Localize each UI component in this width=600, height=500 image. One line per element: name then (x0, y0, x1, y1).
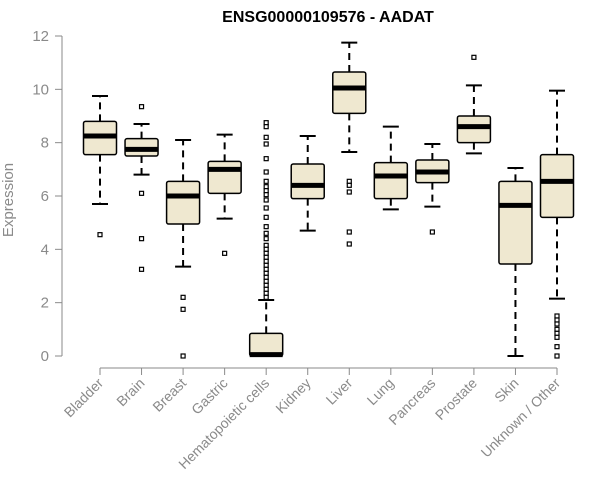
outlier-point (263, 188, 269, 194)
iqr-box (498, 180, 533, 265)
iqr-box (165, 180, 201, 225)
y-tick-label: 4 (41, 241, 49, 258)
box-group (124, 104, 159, 272)
outlier-point (554, 313, 560, 319)
outlier-point (263, 294, 269, 300)
outlier-point (138, 236, 145, 242)
y-axis: 0 2 4 6 8 10 12 (32, 28, 63, 365)
box-group (248, 120, 284, 358)
outlier-point (346, 229, 352, 235)
outlier-point (263, 205, 269, 211)
iqr-box (456, 115, 492, 144)
outlier-point (263, 266, 269, 272)
outlier-point (180, 353, 186, 359)
outlier-point (263, 184, 269, 190)
outlier-point (346, 241, 352, 247)
y-tick-label: 8 (41, 135, 49, 152)
outlier-point (263, 246, 269, 252)
x-tick-label: Breast (149, 375, 189, 415)
outlier-point (263, 258, 269, 264)
outlier-point (263, 224, 269, 230)
outlier-point (429, 229, 435, 235)
outlier-point (222, 250, 228, 256)
outlier-point (471, 54, 477, 60)
outlier-point (180, 306, 186, 312)
y-tick-label: 6 (41, 188, 49, 205)
outlier-point (554, 317, 560, 323)
x-tick-label: Unknown / Other (478, 375, 564, 461)
outlier-point (346, 182, 352, 188)
outlier-point (138, 104, 145, 110)
outlier-point (554, 321, 560, 327)
box-group (165, 139, 201, 359)
iqr-box (373, 161, 409, 200)
outlier-point (263, 134, 269, 140)
outlier-point (138, 190, 145, 196)
box-group (456, 54, 492, 155)
outlier-point (263, 242, 269, 248)
outlier-point (554, 344, 560, 350)
outlier-point (263, 236, 269, 242)
outlier-point (138, 266, 145, 272)
y-tick-label: 10 (32, 81, 49, 98)
outlier-point (263, 262, 269, 268)
box-group (415, 143, 450, 235)
box-group (82, 95, 118, 238)
outlier-point (263, 274, 269, 280)
y-tick-label: 12 (32, 28, 49, 45)
outlier-point (554, 334, 560, 340)
iqr-box (207, 160, 242, 195)
x-tick-label: Bladder (61, 375, 107, 421)
outlier-point (263, 278, 269, 284)
chart-title: ENSG00000109576 - AADAT (222, 9, 434, 26)
outlier-point (263, 192, 269, 198)
x-tick-label: Prostate (432, 375, 480, 423)
box-series (82, 41, 575, 359)
outlier-point (263, 230, 269, 236)
box-group (373, 125, 409, 211)
outlier-point (346, 178, 352, 184)
y-tick-label: 0 (41, 348, 49, 365)
outlier-point (263, 282, 269, 288)
outlier-point (97, 232, 103, 238)
outlier-point (263, 124, 269, 130)
outlier-point (180, 294, 186, 300)
outlier-point (263, 169, 269, 175)
box-group (539, 89, 575, 359)
outlier-point (263, 156, 269, 162)
outlier-point (263, 141, 269, 147)
y-tick-label: 2 (41, 295, 49, 312)
iqr-box (539, 153, 575, 219)
x-tick-label: Kidney (272, 375, 314, 417)
x-tick-label: Brain (113, 375, 147, 409)
outlier-point (263, 286, 269, 292)
y-axis-label: Expression (0, 163, 17, 237)
outlier-point (346, 189, 352, 195)
outlier-point (263, 254, 269, 260)
x-tick-label: Lung (364, 375, 397, 408)
outlier-point (554, 353, 560, 359)
outlier-point (263, 197, 269, 203)
outlier-point (263, 290, 269, 296)
x-tick-label: Skin (491, 375, 522, 406)
outlier-point (263, 178, 269, 184)
box-group (207, 133, 242, 256)
outlier-point (263, 270, 269, 276)
iqr-box (290, 163, 325, 200)
box-group (332, 41, 367, 247)
outlier-point (554, 330, 560, 336)
box-group (498, 167, 533, 357)
x-tick-label: Liver (323, 375, 356, 408)
outlier-point (263, 214, 269, 220)
iqr-box (332, 71, 367, 115)
outlier-point (554, 326, 560, 332)
box-group (290, 135, 325, 232)
